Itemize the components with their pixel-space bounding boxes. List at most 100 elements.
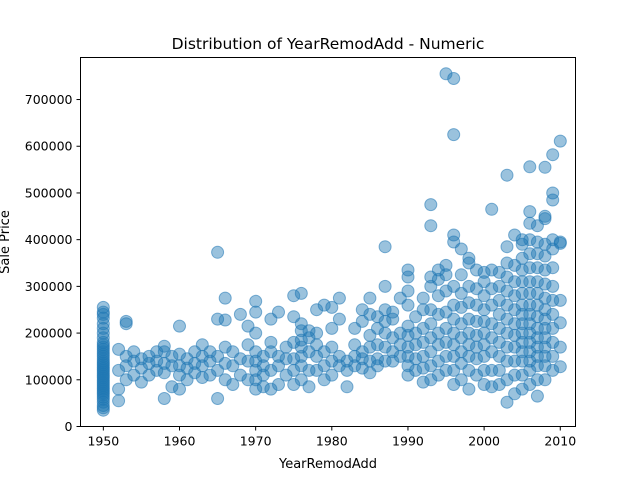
data-point: [249, 363, 263, 377]
data-point: [508, 289, 522, 303]
data-point: [462, 312, 476, 326]
data-point: [112, 363, 126, 377]
data-point: [500, 340, 514, 354]
x-tick-label: 1970: [240, 434, 272, 449]
data-point: [218, 340, 232, 354]
data-point: [195, 359, 209, 373]
data-point: [355, 352, 369, 366]
data-point: [515, 326, 529, 340]
data-point: [96, 326, 110, 340]
data-point: [523, 335, 537, 349]
data-point: [401, 263, 415, 277]
data-point: [462, 279, 476, 293]
data-point: [218, 356, 232, 370]
data-point: [256, 359, 270, 373]
data-point: [500, 395, 514, 409]
data-point: [294, 349, 308, 363]
data-point: [96, 331, 110, 345]
data-point: [523, 363, 537, 377]
data-point: [485, 263, 499, 277]
y-axis-label: Sale Price: [0, 210, 13, 274]
x-tick-label: 1980: [316, 434, 348, 449]
data-point: [355, 345, 369, 359]
data-point: [470, 263, 483, 277]
data-point: [431, 272, 445, 286]
data-point: [462, 296, 476, 310]
data-point: [553, 340, 567, 354]
y-axis-ticks: 0 100000 200000 300000 400000 500000 600000 700…: [25, 92, 81, 434]
data-point: [218, 291, 232, 305]
data-point: [439, 258, 453, 272]
data-point: [96, 305, 110, 319]
data-point: [546, 335, 560, 349]
y-tick-label: 100000: [25, 372, 73, 387]
data-point: [538, 373, 552, 387]
data-point: [500, 312, 514, 326]
y-tick-label: 700000: [25, 92, 73, 107]
data-point: [538, 277, 552, 291]
data-point: [447, 228, 461, 242]
data-point: [523, 275, 537, 289]
data-point: [325, 354, 339, 368]
data-point: [431, 368, 445, 382]
data-point: [500, 168, 514, 182]
data-point: [424, 317, 438, 331]
data-point: [371, 352, 384, 366]
data-point: [530, 331, 544, 345]
data-point: [371, 359, 384, 373]
plot-frame: [80, 57, 576, 427]
data-point: [485, 331, 499, 345]
data-point: [386, 312, 400, 326]
data-point: [332, 349, 346, 363]
data-point: [553, 360, 567, 374]
data-point: [546, 293, 560, 307]
data-point: [165, 380, 179, 394]
data-point: [173, 319, 186, 333]
data-point: [500, 373, 514, 387]
data-point: [142, 349, 156, 363]
data-point: [279, 368, 293, 382]
data-point: [317, 298, 331, 312]
data-point: [500, 270, 514, 284]
data-point: [332, 291, 346, 305]
data-point: [447, 72, 461, 85]
data-point: [462, 363, 476, 377]
data-point: [203, 354, 217, 368]
data-point: [500, 354, 514, 368]
data-point: [530, 349, 544, 363]
data-point: [332, 312, 346, 326]
data-point: [477, 303, 491, 317]
data-point: [523, 247, 537, 261]
data-point: [538, 263, 552, 277]
data-point: [515, 237, 529, 251]
data-point: [553, 316, 567, 330]
data-point: [119, 349, 133, 363]
data-point: [424, 359, 438, 373]
data-point: [96, 321, 110, 335]
data-point: [325, 321, 339, 335]
data-point: [515, 251, 529, 265]
data-point: [546, 307, 560, 321]
data-point: [173, 347, 186, 361]
data-point: [508, 317, 522, 331]
data-point: [546, 233, 560, 247]
data-point: [409, 352, 423, 366]
data-point: [515, 382, 529, 396]
data-point: [515, 233, 529, 247]
data-point: [470, 314, 483, 328]
data-point: [515, 345, 529, 359]
data-point: [546, 279, 560, 293]
data-point: [264, 335, 278, 349]
data-point: [431, 354, 445, 368]
data-point: [416, 321, 430, 335]
data-point: [424, 219, 438, 233]
data-point: [386, 305, 400, 319]
x-tick-label: 2000: [468, 434, 500, 449]
data-point: [462, 326, 476, 340]
data-point: [485, 345, 499, 359]
data-point: [530, 235, 544, 249]
data-point: [302, 324, 316, 338]
data-point: [553, 293, 567, 307]
data-point: [523, 205, 537, 219]
data-point: [134, 352, 148, 366]
